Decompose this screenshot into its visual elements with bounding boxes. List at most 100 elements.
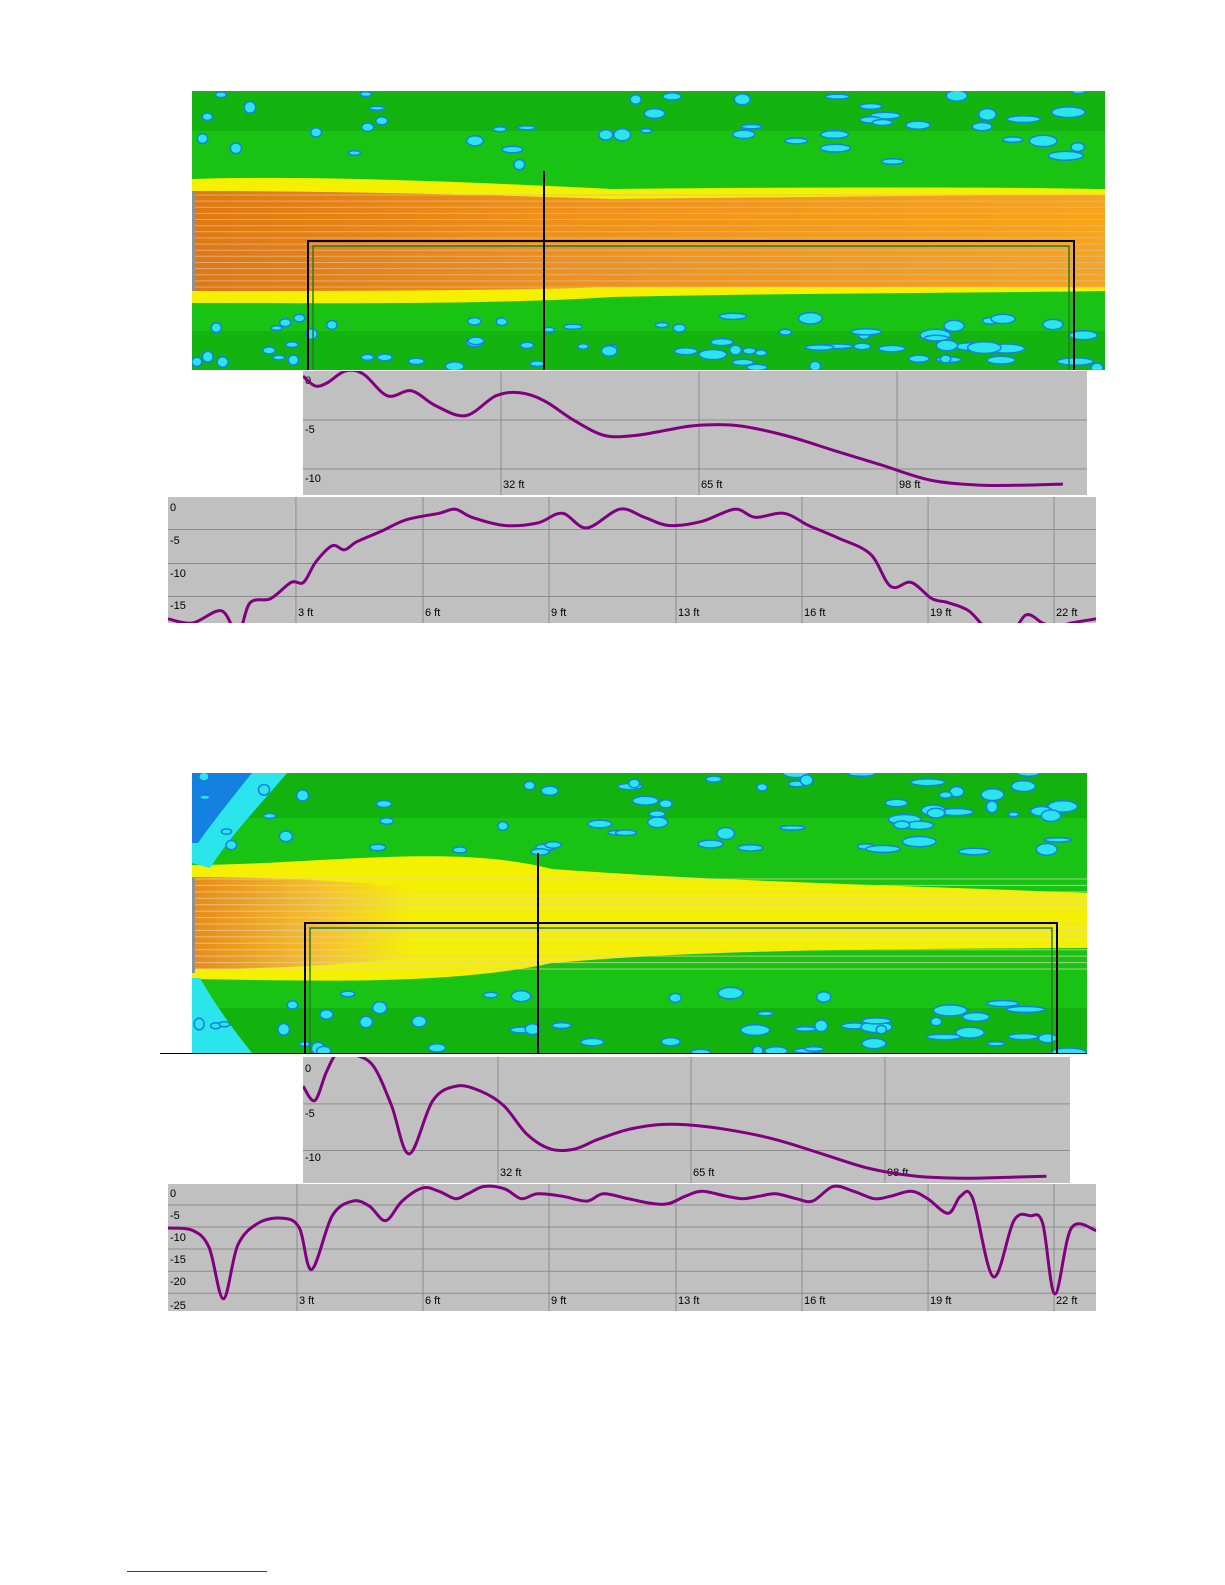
field-minimum-spot: [932, 1004, 968, 1017]
field-minimum-spot: [540, 785, 559, 797]
field-minimum-spot: [901, 835, 937, 848]
field-minimum-spot: [543, 326, 556, 333]
field-minimum-spot: [315, 1045, 332, 1053]
field-minimum-spot: [262, 812, 277, 820]
field-minimum-spot: [751, 1045, 764, 1053]
field-minimum-spot: [728, 344, 743, 356]
y-tick-label: -15: [170, 1254, 186, 1266]
field-minimum-spot: [544, 840, 562, 849]
field-minimum-spot: [614, 829, 638, 837]
field-minimum-spot: [467, 336, 485, 346]
field-minimum-spot: [1047, 799, 1079, 813]
audience-outline: [307, 171, 1075, 370]
field-minimum-spot: [648, 810, 666, 818]
field-minimum-spot: [587, 819, 613, 829]
field-minimum-spot: [1043, 837, 1072, 843]
field-minimum-spot: [613, 128, 632, 142]
field-minimum-spot: [809, 360, 822, 370]
field-minimum-spot: [347, 149, 362, 157]
field-minimum-spot: [957, 847, 991, 856]
field-minimum-spot: [971, 121, 993, 132]
field-minimum-spot: [292, 313, 306, 323]
field-minimum-spot: [497, 820, 509, 832]
field-minimum-spot: [379, 816, 395, 826]
y-tick-label: -5: [170, 1210, 180, 1222]
field-minimum-spot: [905, 120, 931, 130]
field-minimum-spot: [938, 791, 953, 799]
x-tick-label: 65 ft: [693, 1167, 714, 1179]
field-minimum-spot: [286, 1000, 299, 1010]
field-minimum-spot: [742, 346, 757, 355]
field-minimum-spot: [985, 800, 999, 814]
field-minimum-spot: [513, 158, 526, 171]
field-minimum-spot: [859, 102, 883, 111]
field-minimum-spot: [814, 1019, 829, 1033]
field-minimum-spot: [861, 1017, 892, 1025]
field-minimum-spot: [923, 334, 949, 342]
field-minimum-spot: [847, 773, 877, 778]
field-minimum-spot: [577, 342, 590, 351]
field-minimum-spot: [627, 778, 641, 789]
plot-grid: [303, 371, 1087, 495]
field-minimum-spot: [910, 778, 946, 787]
field-minimum-spot: [756, 1010, 774, 1017]
coverage-figure-2: 0 -5 -10 32 ft 65 ft 98 ft 0 -5 -10 -15 -20 -25 3 f…: [0, 700, 1225, 1340]
field-minimum-spot: [210, 322, 223, 334]
x-tick-label: 3 ft: [298, 607, 313, 619]
field-minimum-spot: [319, 1009, 334, 1020]
field-minimum-spot: [375, 116, 389, 126]
field-minimum-spot: [516, 125, 537, 131]
field-minimum-spot: [1007, 1032, 1039, 1041]
field-minimum-spot: [778, 824, 806, 831]
field-minimum-spot: [325, 319, 338, 331]
field-minimum-spot: [986, 1040, 1006, 1047]
field-minimum-spot: [295, 789, 310, 802]
plot-grid: [168, 1184, 1096, 1311]
field-minimum-spot: [803, 1045, 825, 1053]
field-minimum-spot: [368, 843, 387, 852]
field-minimum-spot: [639, 127, 653, 134]
y-tick-label: -20: [170, 1276, 186, 1288]
field-minimum-spot: [1037, 1032, 1058, 1044]
response-curve: [168, 1184, 1096, 1301]
field-minimum-spot: [939, 354, 952, 364]
field-minimum-spot: [466, 316, 482, 326]
coverage-figure-1: 0 -5 -10 32 ft 65 ft 98 ft 0 -5 -10 -15 3 ft 6 ft 9…: [0, 0, 1225, 640]
field-minimum-spot: [733, 93, 752, 106]
field-minimum-spot: [444, 361, 465, 370]
field-minimum-spot: [980, 787, 1005, 802]
field-minimum-spot: [1040, 809, 1062, 823]
field-minimum-spot: [673, 347, 699, 356]
field-minimum-spot: [359, 1015, 374, 1029]
x-tick-label: 65 ft: [701, 479, 722, 491]
field-minimum-spot: [709, 337, 734, 347]
plot-grid: [303, 1057, 1070, 1183]
field-minimum-spot: [668, 992, 683, 1004]
field-minimum-spot: [216, 356, 229, 368]
response-curve: [303, 371, 1063, 487]
field-corner-deep-blue-top: [192, 773, 252, 843]
y-tick-label: -10: [305, 1152, 321, 1164]
x-tick-label: 13 ft: [678, 1295, 699, 1307]
field-minimum-spot: [731, 129, 756, 140]
y-tick-label: -25: [170, 1300, 186, 1311]
field-minimum-spot: [824, 93, 851, 100]
field-minimum-spot: [966, 341, 1002, 355]
field-minimum-spot: [600, 344, 618, 357]
field-minimum-spot: [529, 360, 546, 368]
field-minimum-spot: [309, 126, 323, 138]
separator-line: [160, 1053, 1087, 1054]
x-tick-label: 3 ft: [299, 1295, 314, 1307]
field-minimum-spot: [243, 100, 257, 115]
field-minimum-spot: [1047, 150, 1084, 161]
x-tick-label: 13 ft: [678, 607, 699, 619]
field-minimum-spot: [784, 137, 809, 145]
field-minimum-spot: [718, 312, 748, 321]
field-minimum-spot: [908, 354, 930, 364]
field-minimum-spot: [930, 1016, 943, 1027]
field-minimum-spot: [793, 1025, 818, 1032]
x-tick-label: 6 ft: [425, 1295, 440, 1307]
field-minimum-spot: [819, 129, 850, 140]
field-minimum-spot: [1090, 362, 1104, 370]
x-tick-label: 22 ft: [1056, 607, 1077, 619]
